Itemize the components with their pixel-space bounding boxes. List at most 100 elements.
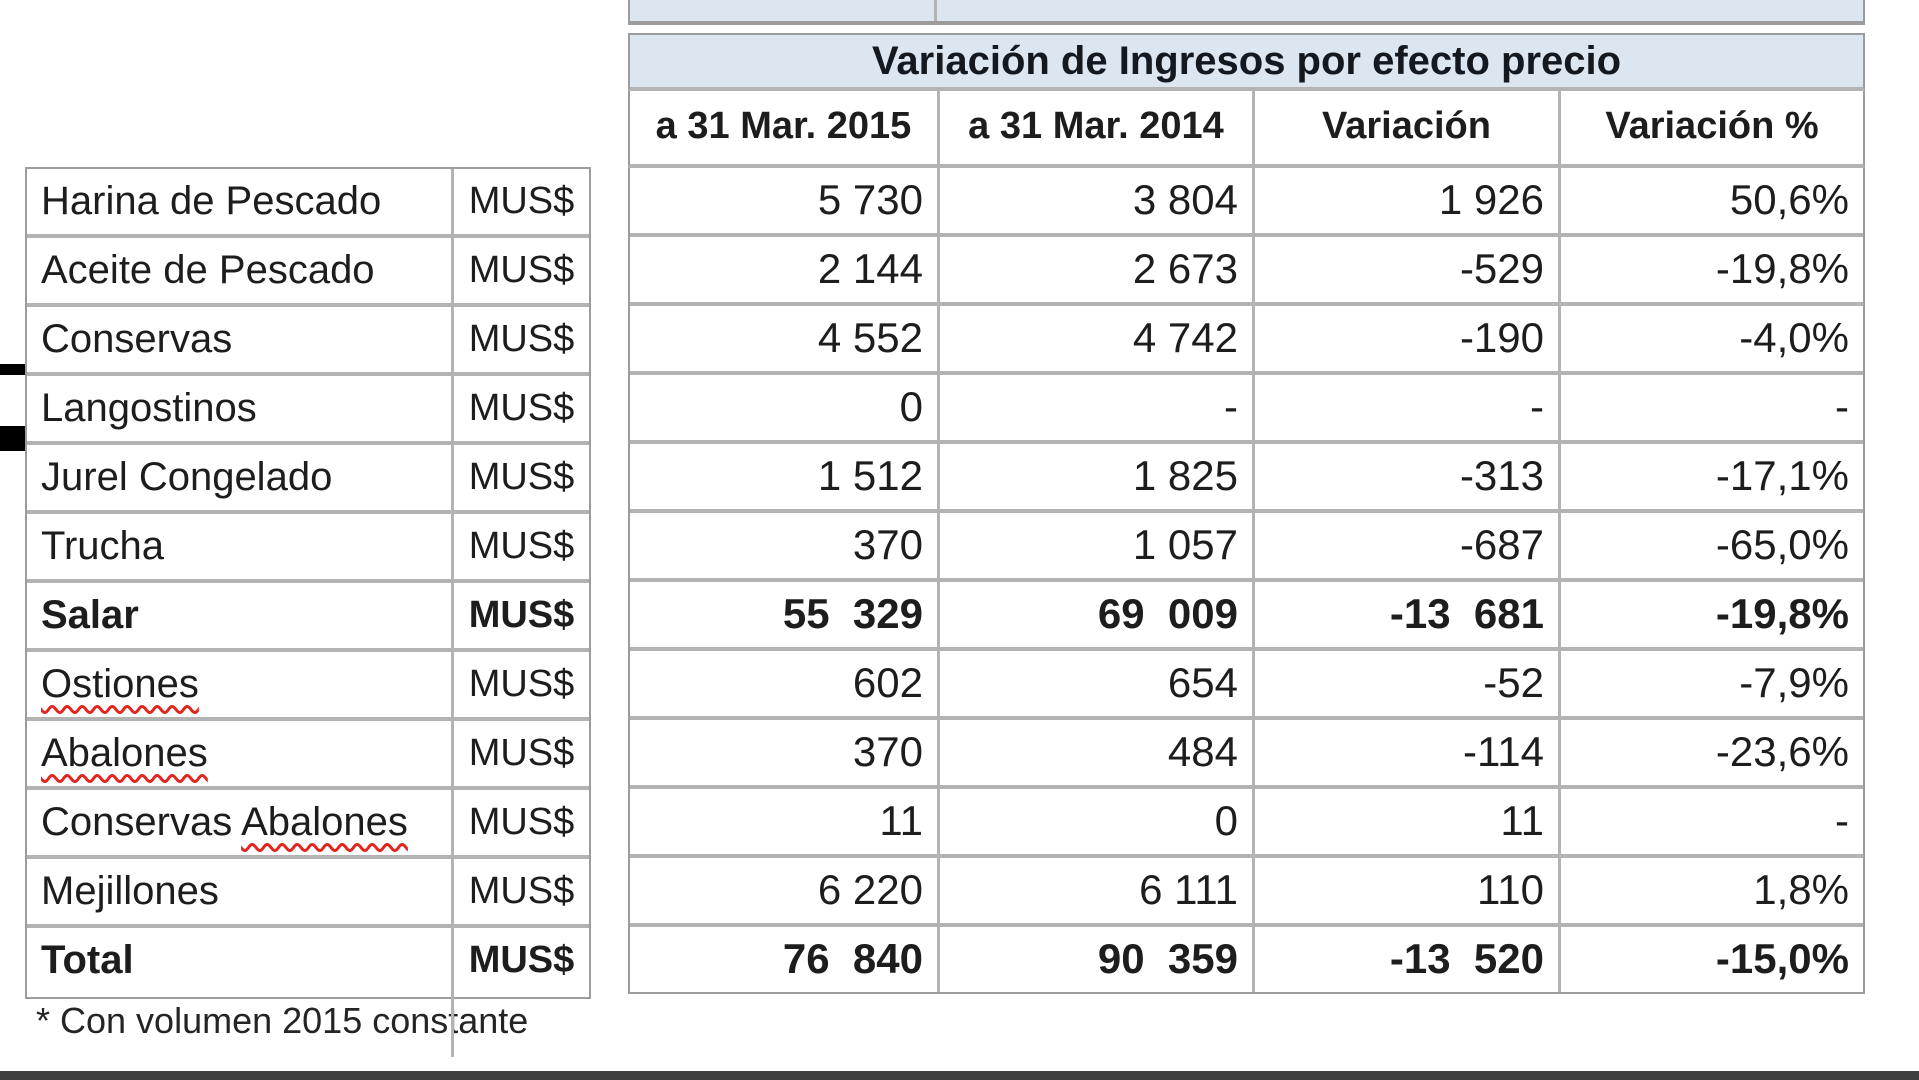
value-cell-variation[interactable]: 11 xyxy=(1252,789,1558,854)
value-cell-variation[interactable]: -52 xyxy=(1252,651,1558,716)
value-cell-variation-pct[interactable]: -19,8% xyxy=(1558,582,1863,647)
value-cell-variation-pct[interactable]: -17,1% xyxy=(1558,444,1863,509)
product-name-cell[interactable]: Total xyxy=(41,938,134,982)
value-cell-2014[interactable]: 4 742 xyxy=(937,306,1252,371)
table-title[interactable]: Variación de Ingresos por efecto precio xyxy=(628,33,1865,91)
value-cell-variation[interactable]: 1 926 xyxy=(1252,168,1558,233)
unit-cell[interactable]: MUS$ xyxy=(451,307,589,372)
value-cell-variation[interactable]: -529 xyxy=(1252,237,1558,302)
unit-cell[interactable]: MUS$ xyxy=(451,790,589,855)
table-row: Harina de Pescado MUS$ xyxy=(27,169,589,238)
table-row: Salar MUS$ xyxy=(27,583,589,652)
misspelled-word: Abalones xyxy=(241,800,408,844)
product-table-rows: Harina de Pescado MUS$ Aceite de Pescado MU… xyxy=(27,169,589,997)
value-cell-variation-pct[interactable]: -4,0% xyxy=(1558,306,1863,371)
value-cell-variation[interactable]: -190 xyxy=(1252,306,1558,371)
unit-cell[interactable]: MUS$ xyxy=(451,445,589,510)
table-row: 602 654 -52 -7,9% xyxy=(630,651,1863,720)
product-name-cell[interactable]: Langostinos xyxy=(41,386,257,430)
product-name-cell[interactable]: Mejillones xyxy=(41,869,219,913)
value-cell-2015[interactable]: 6 220 xyxy=(817,866,923,913)
partial-top-row xyxy=(628,0,1865,25)
value-cell-variation-pct[interactable]: - xyxy=(1558,375,1863,440)
value-cell-variation-pct[interactable]: -65,0% xyxy=(1558,513,1863,578)
table-row: Total MUS$ xyxy=(27,928,589,997)
value-cell-2015[interactable]: 1 512 xyxy=(817,452,923,499)
product-name-cell[interactable]: Salar xyxy=(41,593,139,637)
value-cell-variation[interactable]: - xyxy=(1252,375,1558,440)
value-cell-variation-pct[interactable]: -15,0% xyxy=(1558,927,1863,992)
unit-cell[interactable]: MUS$ xyxy=(451,859,589,924)
value-cell-variation[interactable]: -13 681 xyxy=(1252,582,1558,647)
value-cell-2015[interactable]: 5 730 xyxy=(817,176,923,223)
value-cell-2014[interactable]: 6 111 xyxy=(937,858,1252,923)
table-row: 2 144 2 673 -529 -19,8% xyxy=(630,237,1863,306)
product-table: Harina de Pescado MUS$ Aceite de Pescado MU… xyxy=(25,167,591,999)
value-cell-2015[interactable]: 370 xyxy=(852,728,923,775)
value-cell-variation[interactable]: 110 xyxy=(1252,858,1558,923)
value-cell-2014[interactable]: 1 057 xyxy=(937,513,1252,578)
value-cell-2015[interactable]: 11 xyxy=(879,797,923,844)
value-cell-2014[interactable]: 69 009 xyxy=(937,582,1252,647)
value-cell-2015[interactable]: 602 xyxy=(852,659,923,706)
unit-cell[interactable]: MUS$ xyxy=(451,721,589,786)
table-row: 370 484 -114 -23,6% xyxy=(630,720,1863,789)
table-row: 55 329 69 009 -13 681 -19,8% xyxy=(630,582,1863,651)
value-cell-variation[interactable]: -687 xyxy=(1252,513,1558,578)
product-name-cell[interactable]: Jurel Congelado xyxy=(41,455,333,499)
value-cell-2014[interactable]: 90 359 xyxy=(937,927,1252,992)
value-cell-2015[interactable]: 370 xyxy=(852,521,923,568)
table-row: 370 1 057 -687 -65,0% xyxy=(630,513,1863,582)
table-row: Mejillones MUS$ xyxy=(27,859,589,928)
product-name-text: Conservas xyxy=(41,800,242,844)
product-name-cell[interactable]: Conservas Abalones xyxy=(27,790,451,855)
footnote-text: * Con volumen 2015 constante xyxy=(36,1000,529,1041)
column-header-variation[interactable]: Variación xyxy=(1252,91,1558,164)
value-cell-2015[interactable]: 2 144 xyxy=(817,245,923,292)
value-cell-2015[interactable]: 0 xyxy=(899,383,923,430)
unit-cell[interactable]: MUS$ xyxy=(451,169,589,234)
table-row: Jurel Congelado MUS$ xyxy=(27,445,589,514)
value-cell-2014[interactable]: 654 xyxy=(937,651,1252,716)
table-row: 11 0 11- xyxy=(630,789,1863,858)
product-name-cell[interactable]: Trucha xyxy=(41,524,165,568)
value-cell-2015[interactable]: 55 329 xyxy=(782,590,923,637)
unit-cell[interactable]: MUS$ xyxy=(451,376,589,441)
value-cell-variation[interactable]: -13 520 xyxy=(1252,927,1558,992)
product-name-cell[interactable]: Ostiones xyxy=(27,652,451,717)
value-cell-2014[interactable]: 1 825 xyxy=(937,444,1252,509)
column-header-2015[interactable]: a 31 Mar. 2015 xyxy=(655,105,912,147)
unit-cell[interactable]: MUS$ xyxy=(451,928,589,997)
unit-cell[interactable]: MUS$ xyxy=(451,652,589,717)
value-cell-variation[interactable]: -114 xyxy=(1252,720,1558,785)
product-name-cell[interactable]: Harina de Pescado xyxy=(41,179,382,223)
value-cell-variation-pct[interactable]: -7,9% xyxy=(1558,651,1863,716)
product-name-cell[interactable]: Abalones xyxy=(27,721,451,786)
partial-cell[interactable] xyxy=(937,0,1863,21)
unit-cell[interactable]: MUS$ xyxy=(451,583,589,648)
column-header-variation-pct[interactable]: Variación % xyxy=(1558,91,1863,164)
value-cell-variation[interactable]: -313 xyxy=(1252,444,1558,509)
value-cell-2014[interactable]: - xyxy=(937,375,1252,440)
value-cell-2014[interactable]: 3 804 xyxy=(937,168,1252,233)
table-row: Abalones MUS$ xyxy=(27,721,589,790)
value-cell-2015[interactable]: 76 840 xyxy=(782,935,923,982)
value-cell-2014[interactable]: 0 xyxy=(937,789,1252,854)
partial-cell[interactable] xyxy=(630,0,937,21)
value-cell-2015[interactable]: 4 552 xyxy=(817,314,923,361)
unit-cell[interactable]: MUS$ xyxy=(451,514,589,579)
value-cell-variation-pct[interactable]: 50,6% xyxy=(1558,168,1863,233)
value-cell-variation-pct[interactable]: -19,8% xyxy=(1558,237,1863,302)
product-name-cell[interactable]: Conservas xyxy=(41,317,233,361)
column-header-2014[interactable]: a 31 Mar. 2014 xyxy=(937,91,1252,164)
variation-table: Variación de Ingresos por efecto precio … xyxy=(628,0,1865,994)
value-cell-2014[interactable]: 484 xyxy=(937,720,1252,785)
table-row: Conservas MUS$ xyxy=(27,307,589,376)
value-cell-variation-pct[interactable]: 1,8% xyxy=(1558,858,1863,923)
product-name-cell[interactable]: Aceite de Pescado xyxy=(41,248,375,292)
value-cell-variation-pct[interactable]: -23,6% xyxy=(1558,720,1863,785)
value-cell-variation-pct[interactable]: - xyxy=(1558,789,1863,854)
unit-cell[interactable]: MUS$ xyxy=(451,238,589,303)
value-cell-2014[interactable]: 2 673 xyxy=(937,237,1252,302)
